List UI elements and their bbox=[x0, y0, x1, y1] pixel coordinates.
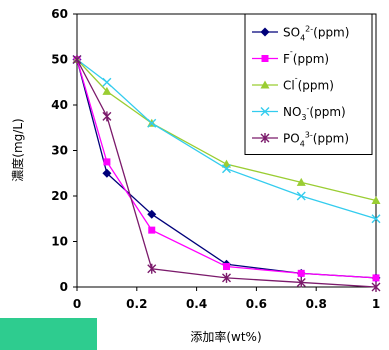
data-point bbox=[222, 164, 231, 174]
legend-label-part: (ppm) bbox=[313, 26, 349, 40]
data-point bbox=[147, 263, 157, 274]
legend-label-part: NO bbox=[283, 105, 301, 119]
data-point bbox=[102, 77, 112, 87]
data-point bbox=[102, 86, 112, 95]
legend-label-part: SO bbox=[283, 26, 300, 40]
y-tick-label: 60 bbox=[51, 7, 68, 21]
data-point bbox=[103, 158, 111, 166]
series-line bbox=[76, 59, 377, 279]
data-point bbox=[296, 177, 306, 186]
data-point bbox=[260, 133, 270, 143]
x-axis-title: 添加率(wt%) bbox=[190, 329, 261, 344]
legend-label-part: 4 bbox=[300, 140, 305, 149]
data-point bbox=[260, 80, 270, 89]
legend-item: F-(ppm) bbox=[252, 47, 329, 66]
green-bar bbox=[0, 318, 97, 350]
legend-item: Cl-(ppm) bbox=[252, 74, 334, 93]
y-axis: 0 10 20 30 40 50 60 bbox=[51, 7, 77, 294]
data-point bbox=[371, 196, 381, 205]
data-point bbox=[102, 168, 112, 178]
series-layer bbox=[72, 54, 381, 292]
data-point bbox=[148, 226, 156, 234]
data-point bbox=[296, 277, 306, 288]
legend-label-part: (ppm) bbox=[298, 79, 334, 93]
x-tick-label: 0.2 bbox=[126, 297, 147, 311]
y-tick-label: 20 bbox=[51, 189, 68, 203]
legend-label-part: F bbox=[283, 52, 290, 66]
legend-label-part: - bbox=[290, 47, 293, 56]
x-tick-label: 1 bbox=[372, 297, 380, 311]
data-point bbox=[372, 274, 380, 282]
legend-label-part: 2- bbox=[305, 25, 313, 34]
x-axis: 0 0.2 0.4 0.6 0.8 1 bbox=[73, 287, 380, 311]
y-tick-label: 0 bbox=[60, 280, 68, 294]
legend-label: NO3-(ppm) bbox=[283, 104, 346, 122]
legend-label: PO43-(ppm) bbox=[283, 131, 349, 149]
y-tick-label: 40 bbox=[51, 98, 68, 112]
data-point bbox=[371, 214, 381, 224]
legend-label: Cl-(ppm) bbox=[283, 74, 334, 93]
series-line bbox=[76, 59, 377, 202]
legend-item: PO43-(ppm) bbox=[252, 131, 349, 149]
data-point bbox=[260, 107, 270, 116]
data-point bbox=[260, 27, 270, 37]
data-point bbox=[72, 54, 82, 65]
legend-label: SO42-(ppm) bbox=[283, 25, 349, 43]
data-point bbox=[222, 272, 231, 283]
legend-label-part: 3 bbox=[301, 113, 306, 122]
data-point bbox=[297, 269, 305, 277]
y-tick-label: 50 bbox=[51, 53, 68, 67]
y-axis-title: 濃度(mg/L) bbox=[10, 118, 25, 181]
legend-label: F-(ppm) bbox=[283, 47, 329, 66]
legend-item: NO3-(ppm) bbox=[252, 104, 346, 122]
legend-label-part: Cl bbox=[283, 79, 295, 93]
legend-label-part: 4 bbox=[300, 34, 305, 43]
legend-label-part: - bbox=[307, 104, 310, 113]
x-tick-label: 0 bbox=[73, 297, 81, 311]
series-4 bbox=[72, 54, 381, 292]
data-point bbox=[147, 118, 157, 128]
legend-label-part: (ppm) bbox=[309, 105, 345, 119]
x-tick-label: 0.6 bbox=[246, 297, 267, 311]
legend: SO42-(ppm)F-(ppm)Cl-(ppm)NO3-(ppm)PO43-(… bbox=[244, 13, 373, 155]
legend-label-part: - bbox=[295, 74, 298, 83]
legend-label-part: (ppm) bbox=[293, 52, 329, 66]
data-point bbox=[147, 209, 157, 219]
data-point bbox=[296, 191, 306, 201]
data-point bbox=[102, 111, 112, 122]
legend-label-part: 3- bbox=[305, 131, 313, 140]
x-tick-label: 0.4 bbox=[186, 297, 207, 311]
legend-item: SO42-(ppm) bbox=[252, 25, 349, 43]
data-point bbox=[223, 263, 230, 271]
series-line bbox=[76, 59, 377, 288]
data-point bbox=[371, 282, 381, 292]
legend-label-part: (ppm) bbox=[313, 132, 349, 146]
legend-label-part: PO bbox=[283, 132, 300, 146]
y-tick-label: 10 bbox=[51, 235, 68, 249]
data-point bbox=[261, 55, 269, 62]
x-tick-label: 0.8 bbox=[306, 297, 327, 311]
y-tick-label: 30 bbox=[51, 144, 68, 158]
series-line bbox=[76, 58, 377, 220]
